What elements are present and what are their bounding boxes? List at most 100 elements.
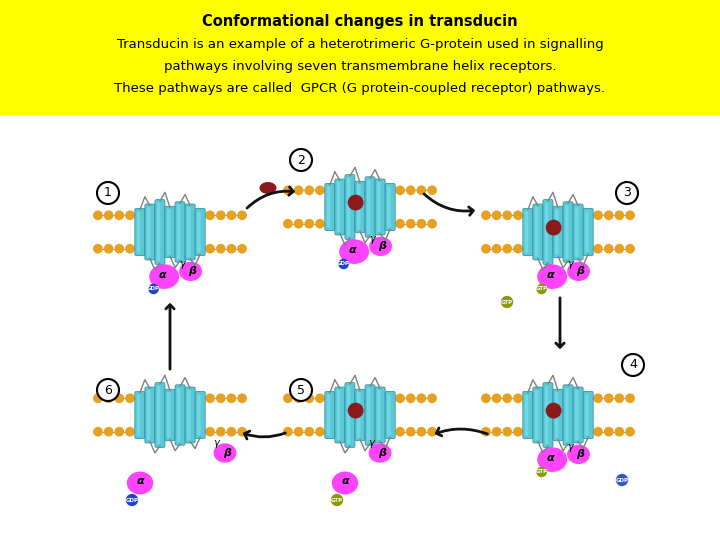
Circle shape [315, 394, 325, 403]
FancyBboxPatch shape [347, 178, 351, 237]
Circle shape [417, 394, 426, 403]
Text: β: β [189, 266, 197, 276]
FancyBboxPatch shape [525, 394, 528, 436]
Circle shape [205, 244, 215, 254]
FancyBboxPatch shape [385, 392, 395, 438]
Text: GTP: GTP [536, 286, 548, 292]
Circle shape [97, 379, 119, 401]
FancyBboxPatch shape [543, 200, 553, 265]
FancyBboxPatch shape [377, 182, 381, 232]
Circle shape [481, 211, 491, 220]
Text: GTP: GTP [501, 300, 513, 305]
FancyBboxPatch shape [367, 388, 371, 442]
Ellipse shape [339, 239, 369, 264]
Text: GDP: GDP [147, 286, 160, 292]
FancyBboxPatch shape [523, 208, 533, 255]
Circle shape [546, 220, 562, 235]
Circle shape [125, 394, 135, 403]
Circle shape [305, 219, 314, 228]
Circle shape [616, 182, 638, 204]
Circle shape [294, 185, 303, 195]
Circle shape [283, 185, 293, 195]
FancyBboxPatch shape [157, 202, 161, 261]
FancyBboxPatch shape [147, 207, 150, 257]
FancyBboxPatch shape [387, 186, 391, 227]
Circle shape [593, 394, 603, 403]
Ellipse shape [332, 471, 359, 495]
FancyBboxPatch shape [197, 394, 201, 436]
Text: α: α [136, 476, 144, 486]
Circle shape [216, 211, 225, 220]
Ellipse shape [567, 444, 590, 464]
Text: 2: 2 [297, 153, 305, 166]
Circle shape [148, 284, 159, 294]
Circle shape [406, 219, 415, 228]
FancyBboxPatch shape [355, 389, 365, 441]
FancyBboxPatch shape [573, 204, 583, 260]
FancyBboxPatch shape [325, 392, 335, 438]
Ellipse shape [214, 443, 236, 463]
Circle shape [305, 427, 314, 436]
Text: β: β [223, 448, 231, 458]
Circle shape [330, 494, 343, 506]
FancyBboxPatch shape [545, 386, 549, 444]
Circle shape [616, 474, 628, 486]
Bar [0, 0, 720, 115]
Circle shape [104, 394, 114, 403]
FancyBboxPatch shape [337, 182, 341, 232]
FancyBboxPatch shape [185, 387, 195, 443]
Circle shape [114, 394, 124, 403]
FancyBboxPatch shape [555, 209, 559, 255]
FancyBboxPatch shape [365, 177, 375, 237]
FancyBboxPatch shape [335, 387, 345, 443]
FancyBboxPatch shape [327, 394, 330, 436]
Circle shape [604, 244, 613, 254]
Text: GDP: GDP [616, 477, 629, 483]
FancyBboxPatch shape [535, 390, 539, 440]
FancyBboxPatch shape [543, 383, 553, 448]
Circle shape [338, 259, 349, 269]
Circle shape [305, 185, 314, 195]
Circle shape [205, 394, 215, 403]
Circle shape [97, 182, 119, 204]
Text: γ: γ [368, 438, 374, 448]
Circle shape [615, 394, 624, 403]
Circle shape [536, 284, 547, 294]
FancyBboxPatch shape [325, 184, 335, 231]
FancyBboxPatch shape [523, 392, 533, 438]
Circle shape [126, 494, 138, 506]
Circle shape [615, 427, 624, 436]
FancyBboxPatch shape [553, 389, 563, 441]
Circle shape [513, 211, 523, 220]
Text: Conformational changes in transducin: Conformational changes in transducin [202, 14, 518, 29]
Circle shape [492, 211, 501, 220]
FancyBboxPatch shape [583, 392, 593, 438]
FancyBboxPatch shape [167, 209, 171, 255]
Circle shape [427, 185, 437, 195]
FancyBboxPatch shape [187, 207, 191, 257]
Circle shape [237, 211, 247, 220]
Circle shape [205, 427, 215, 436]
Circle shape [283, 394, 293, 403]
Circle shape [227, 211, 236, 220]
Circle shape [622, 354, 644, 376]
Circle shape [513, 427, 523, 436]
Circle shape [348, 195, 364, 211]
Circle shape [114, 244, 124, 254]
Circle shape [417, 219, 426, 228]
Circle shape [315, 427, 325, 436]
FancyBboxPatch shape [137, 212, 140, 253]
Circle shape [536, 467, 547, 477]
FancyBboxPatch shape [555, 392, 559, 438]
Text: pathways involving seven transmembrane helix receptors.: pathways involving seven transmembrane h… [163, 60, 557, 73]
FancyBboxPatch shape [345, 383, 355, 448]
FancyBboxPatch shape [367, 180, 371, 234]
Text: α: α [546, 453, 554, 463]
Circle shape [104, 211, 114, 220]
FancyBboxPatch shape [147, 390, 150, 440]
Circle shape [294, 427, 303, 436]
FancyBboxPatch shape [365, 385, 375, 445]
Circle shape [216, 244, 225, 254]
Text: γ: γ [180, 259, 186, 269]
Ellipse shape [179, 262, 202, 281]
